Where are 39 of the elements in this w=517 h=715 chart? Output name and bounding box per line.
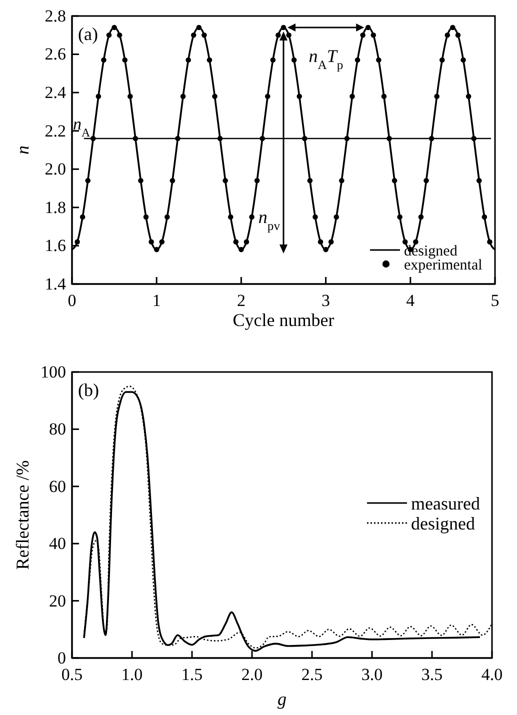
y-tick-label: 2.6: [44, 44, 66, 64]
x-tick-label: 3: [322, 291, 330, 310]
y-tick-label: 1.4: [44, 274, 66, 294]
y-tick-label: 0: [58, 648, 66, 668]
y-tick-label: 2.4: [44, 83, 66, 102]
legend-label: designed: [404, 243, 458, 260]
y-tick-label: 60: [49, 476, 66, 496]
x-tick-label: 4: [406, 291, 416, 310]
y-tick-label: 100: [40, 362, 66, 382]
x-tick-label: 0.5: [61, 665, 83, 684]
annotation: (a): [78, 24, 98, 44]
x-tick-label: 1.0: [121, 665, 143, 684]
x-tick-label: 2.0: [241, 665, 263, 684]
x-tick-label: 3.0: [361, 665, 383, 684]
y-tick-label: 1.6: [44, 236, 66, 256]
x-tick-label: 2.5: [301, 665, 323, 684]
ref-line-label: n$_{A}$: [73, 114, 90, 140]
x-tick-label: 3.5: [421, 665, 443, 684]
legend-label: measured: [411, 493, 480, 514]
x-tick-label: 1.5: [181, 665, 203, 684]
annotation: n$_{pv}$: [258, 207, 281, 233]
annotation: (b): [78, 380, 99, 400]
y-axis-title: n: [12, 146, 32, 154]
annotation: n$_{A}$T$_{p}$: [308, 46, 344, 72]
x-tick-label: 1: [152, 291, 161, 310]
y-tick-label: 20: [49, 591, 66, 610]
y-tick-label: 2.2: [44, 121, 66, 140]
x-axis-title: g: [278, 689, 286, 709]
x-tick-label: 4.0: [481, 665, 503, 684]
x-axis-title: Cycle number: [232, 310, 334, 330]
y-tick-label: 2.8: [44, 6, 66, 26]
y-tick-label: 80: [49, 420, 66, 439]
x-tick-label: 2: [236, 291, 246, 310]
y-tick-label: 1.8: [44, 198, 66, 217]
y-axis-title: Reflectance /%: [12, 460, 32, 570]
y-tick-label: 40: [49, 534, 66, 554]
y-tick-label: 2.0: [44, 160, 66, 179]
x-tick-label: 5: [490, 291, 500, 310]
legend-label: designed: [411, 513, 475, 534]
